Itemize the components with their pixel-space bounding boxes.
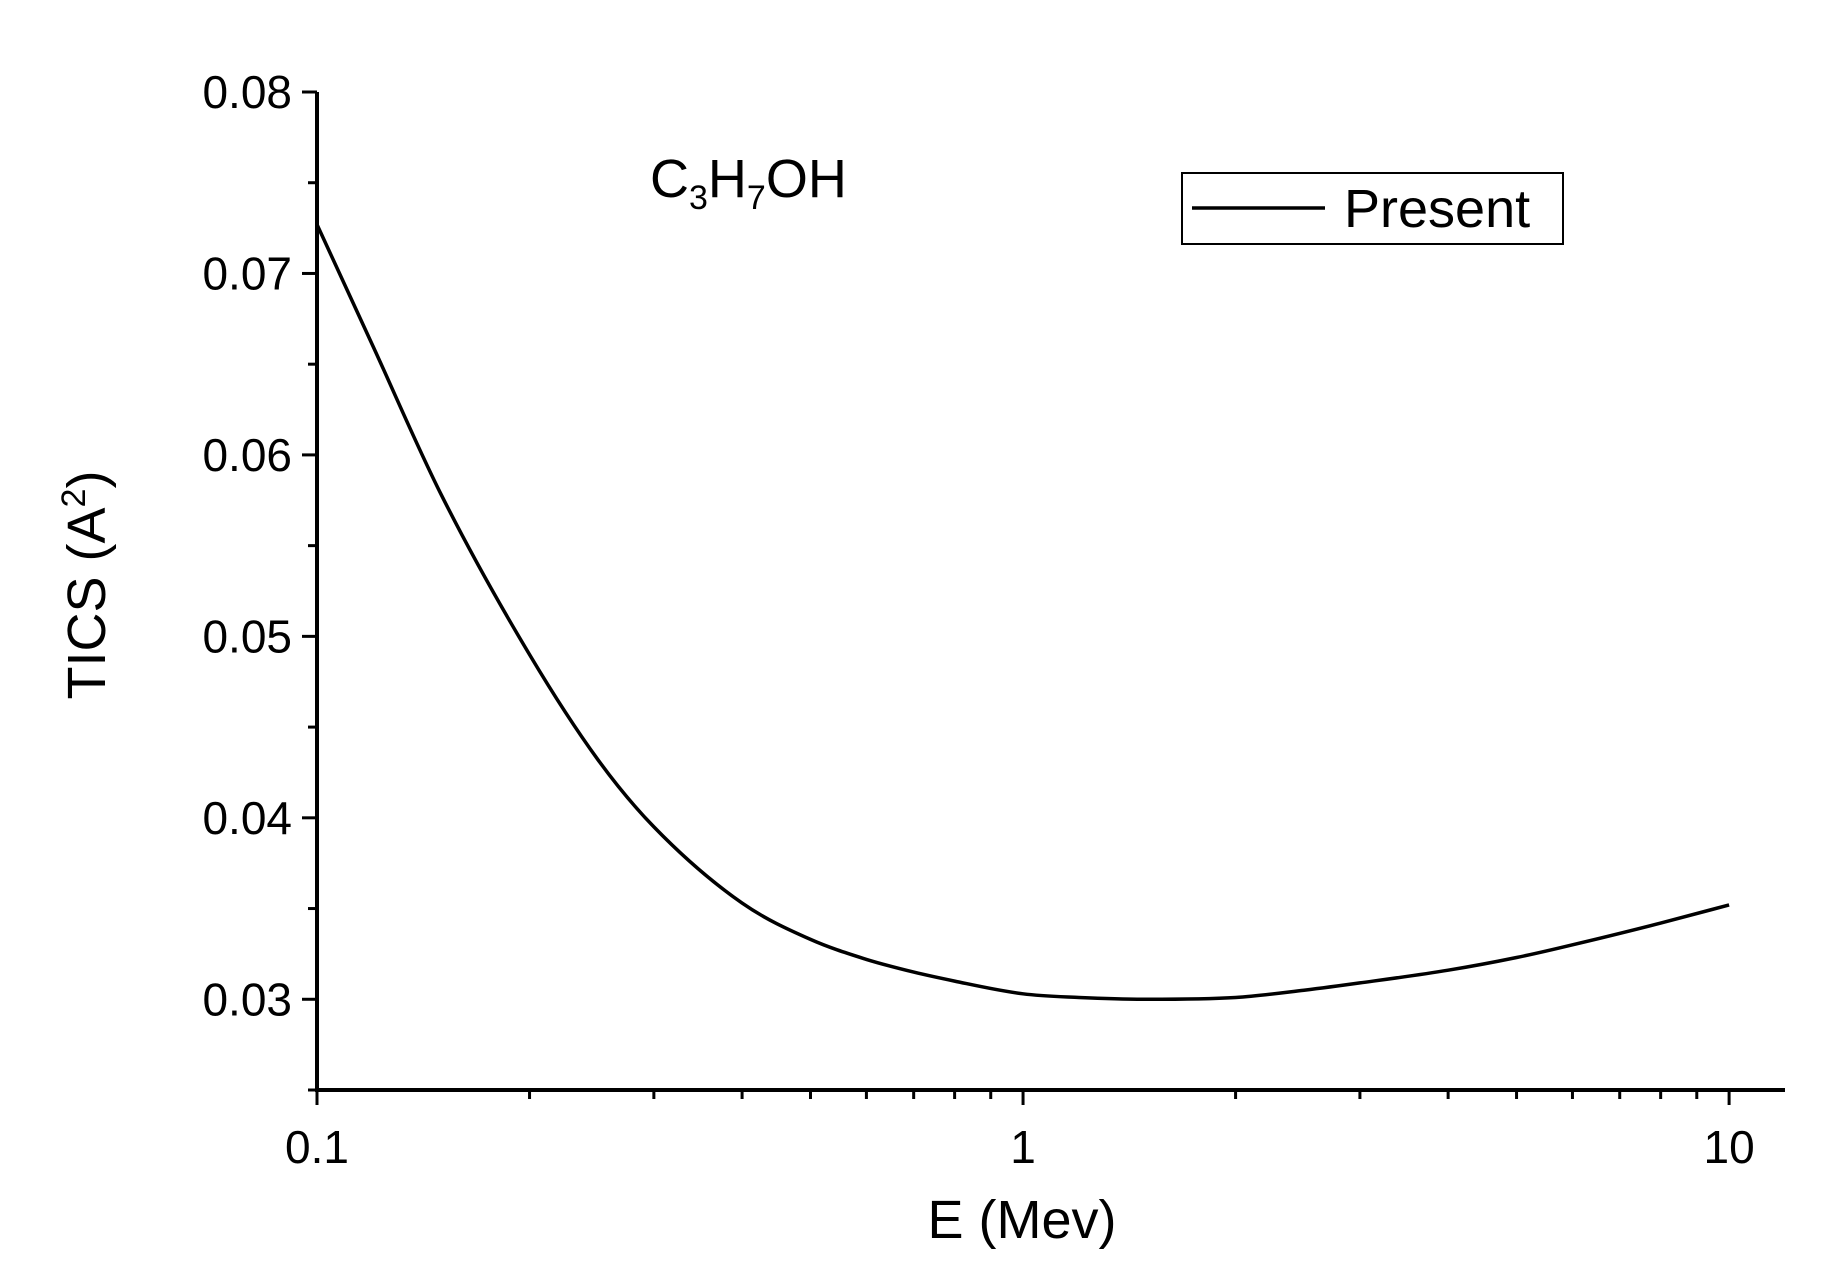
y-axis-title: TICS (A2) (55, 471, 117, 700)
x-tick-label: 1 (1010, 1121, 1036, 1173)
formula-sub-7: 7 (747, 179, 766, 217)
legend: Present (1181, 172, 1564, 245)
x-tick-label: 10 (1704, 1121, 1755, 1173)
axes (315, 92, 1785, 1092)
formula-c: C (650, 149, 689, 209)
legend-label-present: Present (1344, 179, 1530, 239)
y-axis-title-sup: 2 (55, 489, 93, 508)
formula-annotation: C3H7OH (650, 149, 847, 217)
y-tick-labels: 0.03 0.04 0.05 0.06 0.07 0.08 (202, 66, 292, 1025)
y-axis-title-close: ) (57, 471, 117, 489)
series-line-present (315, 223, 1730, 1002)
y-tick-label: 0.04 (202, 792, 292, 844)
y-tick-label: 0.05 (202, 610, 292, 662)
y-tick-label: 0.08 (202, 66, 292, 118)
y-tick-label: 0.07 (202, 247, 292, 299)
y-ticks (302, 90, 317, 1092)
x-ticks (315, 1090, 1731, 1105)
y-tick-label: 0.03 (202, 973, 292, 1025)
formula-sub-3: 3 (689, 179, 708, 217)
y-axis-title-main: TICS (A (57, 507, 117, 699)
formula-oh: OH (766, 149, 847, 209)
x-tick-labels: 0.1 1 10 (285, 1121, 1755, 1173)
x-axis-title: E (Mev) (928, 1190, 1117, 1250)
y-tick-label: 0.06 (202, 429, 292, 481)
formula-h: H (708, 149, 747, 209)
x-tick-label: 0.1 (285, 1121, 349, 1173)
